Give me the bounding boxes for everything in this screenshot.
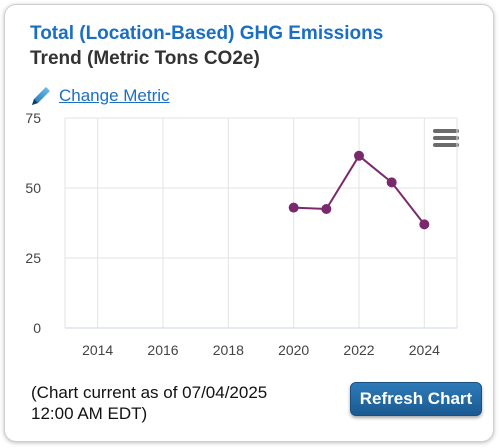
emissions-widget-card: Total (Location-Based) GHG Emissions Tre… [4,4,494,442]
change-metric-link[interactable]: Change Metric [59,86,170,105]
y-tick-label: 0 [33,320,41,336]
timestamp-line-1: (Chart current as of 07/04/2025 [31,383,268,402]
y-tick-label: 25 [25,250,41,266]
timestamp-line-2: 12:00 AM EDT) [31,404,148,423]
x-tick-label: 2022 [343,342,374,358]
y-tick-label: 75 [25,110,41,126]
x-tick-label: 2024 [409,342,440,358]
x-tick-label: 2016 [147,342,178,358]
data-point [288,202,299,213]
x-tick-label: 2020 [278,342,309,358]
pencil-icon [29,84,53,108]
chart-timestamp-note: (Chart current as of 07/04/2025 12:00 AM… [31,382,331,424]
chart-menu-icon[interactable] [433,129,459,149]
data-point [419,219,430,230]
refresh-chart-button[interactable]: Refresh Chart [350,382,482,416]
x-tick-label: 2018 [213,342,244,358]
data-point [321,204,332,214]
change-metric-link-group[interactable]: Change Metric [29,83,170,109]
data-point [386,177,397,188]
data-point [354,150,364,161]
y-tick-label: 50 [25,180,41,196]
widget-title: Total (Location-Based) GHG Emissions [30,23,384,44]
x-tick-label: 2014 [82,342,113,358]
widget-subtitle: Trend (Metric Tons CO2e) [30,48,260,69]
